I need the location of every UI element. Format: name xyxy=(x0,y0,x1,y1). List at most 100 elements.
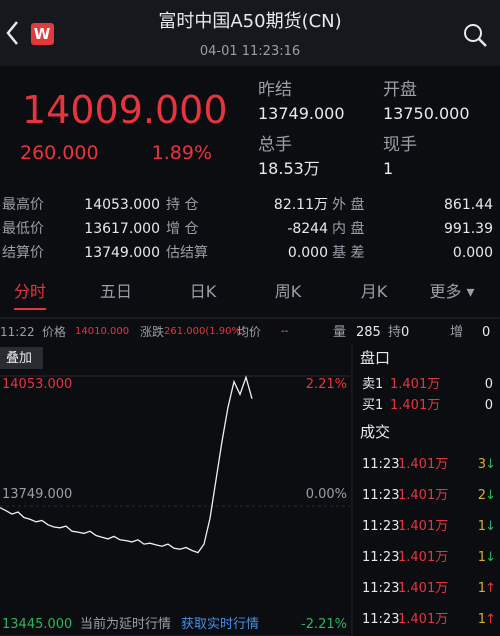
trade-time: 11:23 xyxy=(362,611,400,627)
info-item: 14010.000 xyxy=(75,326,130,337)
trade-volume: 2 xyxy=(477,487,486,503)
stat-cell-label: 基 差 xyxy=(332,245,365,261)
header-bg xyxy=(0,0,500,66)
change-percent: 1.89% xyxy=(151,141,212,164)
tab[interactable]: 月K xyxy=(360,282,388,301)
info-item: 261.000(1.90%) xyxy=(164,326,245,337)
stat-cell-value: 14053.000 xyxy=(84,197,160,213)
stat-label: 总手 xyxy=(258,134,292,155)
info-item: 0 xyxy=(482,324,491,340)
trade-price: 1.401万 xyxy=(398,611,449,627)
info-item: 持 xyxy=(388,324,402,340)
trade-direction: ↑ xyxy=(485,580,496,596)
pct-label: 0.00% xyxy=(305,486,347,502)
stat-cell-label: 最低价 xyxy=(2,221,44,237)
stat-label: 现手 xyxy=(383,134,417,155)
back-button[interactable] xyxy=(6,21,18,45)
pct-label: -2.21% xyxy=(301,616,347,632)
trade-direction: ↑ xyxy=(485,611,496,627)
stat-label: 昨结 xyxy=(258,79,292,100)
trade-price: 1.401万 xyxy=(398,487,449,503)
stat-cell-value: 0.000 xyxy=(287,245,328,261)
stat-cell-label: 估结算 xyxy=(166,245,208,261)
orderbook-title: 盘口 xyxy=(360,348,391,367)
info-item: 285 xyxy=(356,324,381,340)
ob-volume: 0 xyxy=(484,376,493,392)
trade-volume: 3 xyxy=(477,456,486,472)
trade-price: 1.401万 xyxy=(398,456,449,472)
trade-time: 11:23 xyxy=(362,518,400,534)
info-item: 0 xyxy=(401,324,410,340)
stat-cell-value: 13749.000 xyxy=(84,245,160,261)
price-change: 260.000 xyxy=(20,141,99,164)
y-tick-label: 13445.000 xyxy=(2,616,73,632)
ob-price: 1.401万 xyxy=(390,397,441,413)
tab[interactable]: 五日 xyxy=(99,282,133,301)
tab[interactable]: 分时 xyxy=(13,282,47,301)
ob-volume: 0 xyxy=(484,397,493,413)
logo: W xyxy=(33,24,51,43)
info-item: 11:22 xyxy=(0,325,35,339)
trade-time: 11:23 xyxy=(362,487,400,503)
tab[interactable]: 更多 ▾ xyxy=(429,282,475,301)
stat-cell-label: 内 盘 xyxy=(332,221,365,237)
trade-volume: 1 xyxy=(477,580,486,596)
stat-cell-value: 82.11万 xyxy=(273,197,328,213)
trades-title: 成交 xyxy=(360,422,391,441)
overlay-button[interactable]: 叠加 xyxy=(6,350,33,366)
stat-label: 开盘 xyxy=(383,79,417,100)
trade-direction: ↓ xyxy=(485,518,496,534)
page-title: 富时中国A50期货(CN) xyxy=(158,11,342,32)
info-item: -- xyxy=(281,326,289,337)
quote-time: 04-01 11:23:16 xyxy=(199,43,301,59)
stat-cell-value: -8244 xyxy=(287,221,328,237)
stat-cell-label: 结算价 xyxy=(2,245,44,261)
delay-notice: 当前为延时行情 xyxy=(80,616,172,632)
trade-time: 11:23 xyxy=(362,456,400,472)
trade-direction: ↓ xyxy=(485,456,496,472)
tab[interactable]: 日K xyxy=(189,282,217,301)
stat-cell-label: 最高价 xyxy=(2,197,44,213)
info-item: 价格 xyxy=(42,325,67,339)
last-price: 14009.000 xyxy=(22,88,228,132)
ob-label: 卖1 xyxy=(362,376,384,392)
info-item: 涨跌 xyxy=(140,325,165,339)
ob-label: 买1 xyxy=(362,397,384,413)
search-button[interactable] xyxy=(464,24,482,42)
search-handle xyxy=(478,38,487,47)
trade-direction: ↓ xyxy=(485,487,496,503)
trade-volume: 1 xyxy=(477,611,486,627)
y-tick-label: 13749.000 xyxy=(2,486,73,502)
trade-price: 1.401万 xyxy=(398,580,449,596)
stat-cell-label: 增 仓 xyxy=(166,221,199,237)
stat-cell-value: 13617.000 xyxy=(84,221,160,237)
ob-price: 1.401万 xyxy=(390,376,441,392)
y-tick-label: 14053.000 xyxy=(2,376,73,392)
stat-cell-value: 991.39 xyxy=(444,221,493,237)
trade-time: 11:23 xyxy=(362,580,400,596)
info-item: 增 xyxy=(450,324,464,340)
stat-cell-value: 0.000 xyxy=(452,245,493,261)
price-line xyxy=(0,375,253,554)
trade-time: 11:23 xyxy=(362,549,400,565)
stat-cell-label: 持 仓 xyxy=(166,197,199,213)
tab[interactable]: 周K xyxy=(274,282,302,301)
stat-value: 13750.000 xyxy=(383,104,470,123)
stat-cell-value: 861.44 xyxy=(444,197,493,213)
overlay-button-bg[interactable] xyxy=(0,347,43,369)
trade-direction: ↓ xyxy=(485,549,496,565)
trade-price: 1.401万 xyxy=(398,549,449,565)
stat-cell-label: 外 盘 xyxy=(332,197,365,213)
logo-bg xyxy=(31,23,54,45)
stat-value: 18.53万 xyxy=(258,159,320,178)
pct-label: 2.21% xyxy=(305,376,347,392)
stat-value: 1 xyxy=(383,159,394,178)
realtime-link[interactable]: 获取实时行情 xyxy=(181,616,260,632)
stat-value: 13749.000 xyxy=(258,104,345,123)
info-item: 均价 xyxy=(237,325,262,339)
info-item: 量 xyxy=(333,324,347,340)
trade-price: 1.401万 xyxy=(398,518,449,534)
trade-volume: 1 xyxy=(477,549,486,565)
